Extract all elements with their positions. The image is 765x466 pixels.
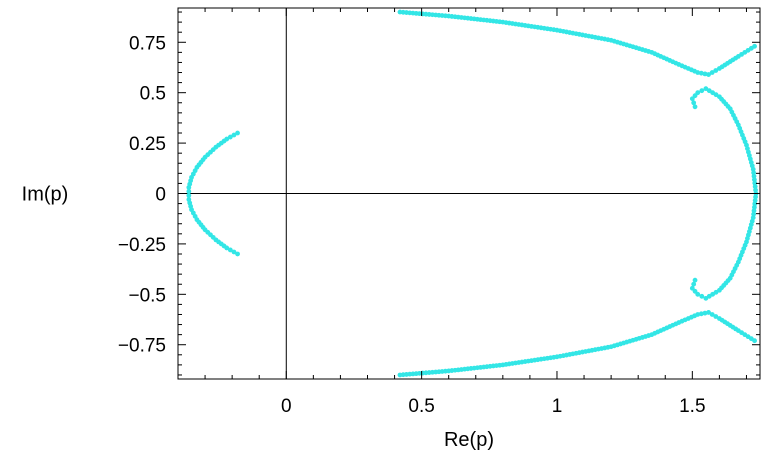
curve-dot	[691, 282, 696, 287]
curve-dot	[232, 250, 237, 255]
curve-dot	[750, 163, 755, 168]
curve-dot	[693, 289, 698, 294]
curve-dot	[193, 214, 198, 219]
tick-labels: 0 0.5 1 1.5 0.75 0.5 0.25 0 −0.25 −0.5 −0.75	[118, 33, 706, 417]
curve-dot	[692, 313, 697, 318]
curve-dot	[714, 92, 719, 97]
curve-dot	[497, 363, 502, 368]
curve-dot	[713, 68, 718, 73]
curve-dot	[187, 182, 192, 187]
curve-dot	[222, 244, 227, 249]
y-tick-label: 0	[155, 185, 166, 206]
curve-dot	[497, 19, 502, 24]
curve-dot	[743, 139, 748, 144]
curve-dot	[211, 235, 216, 240]
curve-dot	[733, 326, 738, 331]
y-tick-label: −0.25	[118, 235, 166, 256]
curve-dot	[205, 152, 210, 157]
curve-dot	[191, 172, 196, 177]
curve-dot	[673, 61, 678, 66]
curve-dot	[551, 355, 556, 360]
y-axis-label: Im(p)	[22, 184, 69, 206]
curve-dot	[707, 294, 712, 299]
curve-dot	[216, 143, 221, 148]
curve-dot	[737, 256, 742, 261]
series-4	[398, 310, 757, 377]
curve-dot	[443, 13, 448, 18]
curve-dot	[699, 88, 704, 93]
curve-dot	[646, 333, 651, 338]
curve-dot	[753, 188, 758, 193]
curve-dot	[228, 135, 233, 140]
y-tick-label: 0.5	[140, 84, 166, 105]
curve-dot	[745, 236, 750, 241]
x-axis-label: Re(p)	[444, 429, 494, 451]
x-tick-label: 1	[552, 396, 563, 417]
curve-dot	[719, 285, 724, 290]
curve-dot	[734, 119, 739, 124]
x-tick-label: 0	[281, 396, 292, 417]
curve-dot	[749, 46, 754, 51]
curve-dot	[729, 273, 734, 278]
y-tick-label: −0.5	[128, 285, 166, 306]
curve-dot	[673, 321, 678, 326]
curve-dot	[197, 162, 202, 167]
curve-dot	[646, 49, 651, 54]
x-tick-label: 1.5	[679, 396, 705, 417]
curve-dot	[201, 225, 206, 230]
curve-dot	[749, 336, 754, 341]
series-2	[398, 10, 757, 77]
curve-dot	[691, 100, 696, 105]
curve-dot	[551, 27, 556, 32]
curve-dot	[733, 56, 738, 61]
y-tick-label: −0.75	[118, 336, 166, 357]
y-tick-label: 0.25	[129, 134, 166, 155]
curve-dot	[606, 345, 611, 350]
y-tick-label: 0.75	[129, 33, 166, 54]
x-tick-label: 0.5	[408, 396, 434, 417]
curve-dot	[443, 369, 448, 374]
curve-dot	[186, 193, 191, 198]
curve-dot	[703, 71, 708, 76]
curve-dot	[726, 104, 731, 109]
curve-dot	[692, 69, 697, 74]
curve-dot	[693, 93, 698, 98]
curve-dot	[713, 314, 718, 319]
curve-dot	[751, 212, 756, 217]
curve-dot	[188, 204, 193, 209]
curve-dot	[606, 37, 611, 42]
curve-dot	[699, 294, 704, 299]
curve-dot	[703, 311, 708, 316]
